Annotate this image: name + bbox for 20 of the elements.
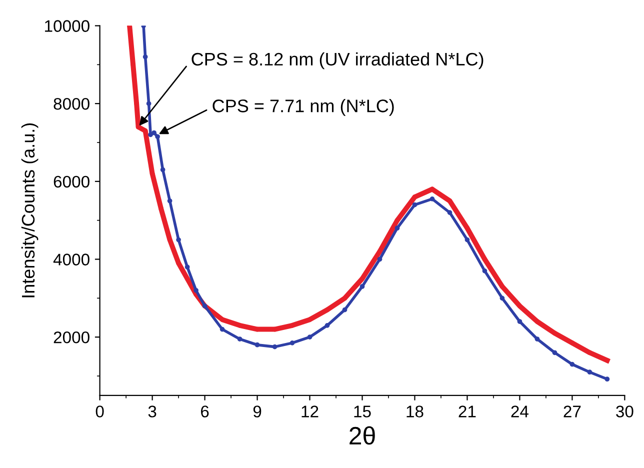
x-tick-label: 21 — [458, 406, 476, 418]
x-tick-label: 27 — [564, 406, 581, 418]
y-tick-label: 2000 — [54, 331, 90, 344]
x-tick-label: 3 — [148, 406, 156, 418]
x-tick-label: 24 — [511, 406, 528, 418]
x-tick-label: 6 — [201, 406, 209, 418]
x-axis-title: 2θ — [350, 426, 375, 445]
y-tick-label: 4000 — [53, 254, 90, 266]
x-tick-label: 18 — [406, 406, 424, 418]
y-tick-label: 10000 — [45, 20, 90, 32]
annotation: CPS = 8.12 nm (UV irradiated N*LC) — [192, 52, 484, 70]
y-tick-label: 8000 — [54, 98, 90, 110]
x-tick-label: 9 — [253, 406, 262, 418]
y-axis-title: Intensity/Counts (a.u.) — [21, 123, 38, 298]
x-tick-label: 12 — [302, 406, 318, 418]
annotation: CPS = 7.71 nm (N*LC) — [212, 99, 394, 116]
x-tick-label: 0 — [96, 406, 104, 418]
y-tick-label: 6000 — [54, 176, 90, 188]
x-tick-label: 15 — [354, 406, 371, 418]
x-tick-label: 30 — [616, 406, 634, 418]
